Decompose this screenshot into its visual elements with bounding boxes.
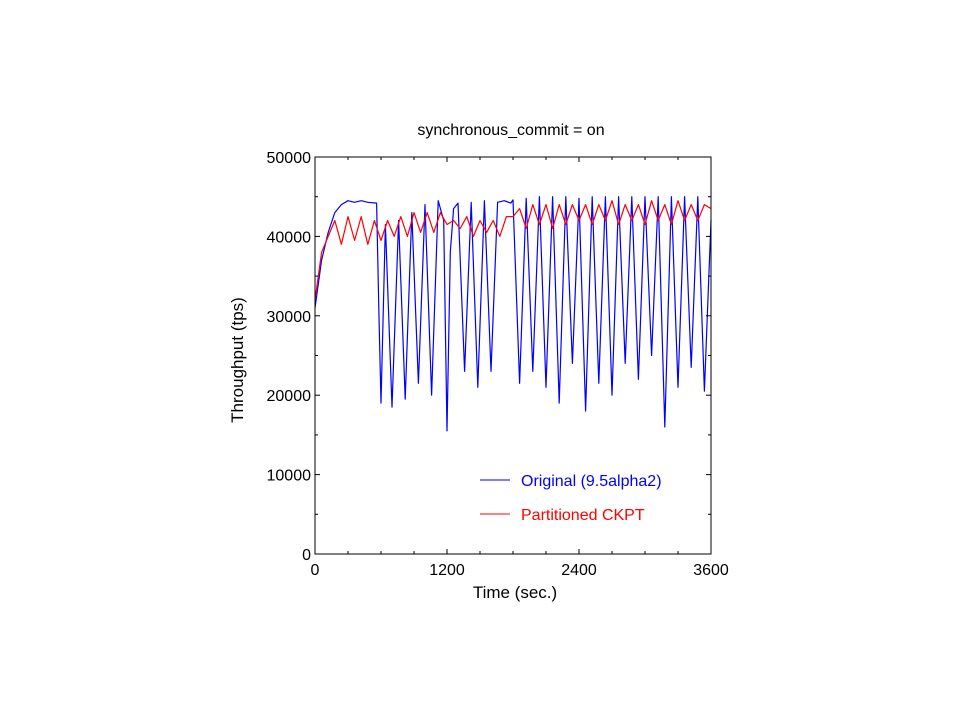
x-tick-label-2: 2400 — [561, 562, 597, 579]
x-tick-label-1: 1200 — [429, 562, 465, 579]
y-tick-label-1: 10000 — [267, 468, 312, 485]
y-axis-label: Throughput (tps) — [228, 297, 247, 423]
y-tick-label-2: 20000 — [267, 388, 312, 405]
ticks-layer: 0 1200 2400 3600 0 10000 20000 30000 40000 50000 — [267, 150, 729, 579]
legend: Original (9.5alpha2) Partitioned CKPT — [480, 473, 662, 524]
series-line-2 — [314, 200, 712, 300]
y-tick-label-3: 30000 — [267, 309, 312, 326]
x-axis-label: Time (sec.) — [473, 583, 557, 602]
y-tick-label-4: 40000 — [267, 229, 312, 246]
legend-label-1: Original (9.5alpha2) — [521, 473, 662, 490]
plot-layer — [314, 196, 712, 432]
series-line-1 — [314, 196, 712, 432]
x-tick-label-3: 3600 — [693, 562, 729, 579]
x-tick-label-0: 0 — [311, 562, 320, 579]
legend-label-2: Partitioned CKPT — [521, 507, 645, 524]
y-tick-label-5: 50000 — [267, 150, 312, 167]
chart-title: synchronous_commit = on — [417, 122, 604, 139]
y-tick-label-0: 0 — [302, 547, 311, 564]
